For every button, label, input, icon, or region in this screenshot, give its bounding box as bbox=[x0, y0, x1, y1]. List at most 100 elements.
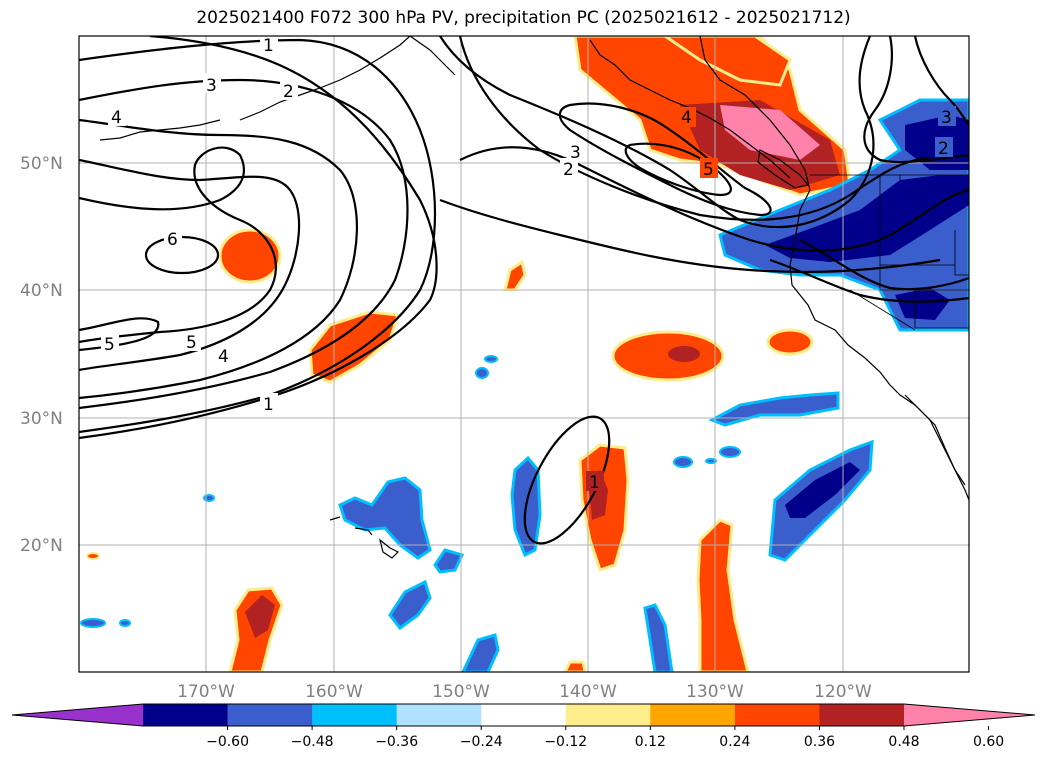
colorbar-tick-label: −0.36 bbox=[375, 734, 418, 750]
precip-strong-negative-area bbox=[765, 175, 969, 262]
alaska-mainland bbox=[409, 36, 456, 76]
pv-contour bbox=[458, 36, 931, 221]
precip-negative-area bbox=[461, 633, 500, 672]
precip-very-strong-area bbox=[720, 105, 820, 160]
colorbar-segment bbox=[481, 704, 567, 726]
pv-contour bbox=[863, 36, 969, 164]
colorbar-segment bbox=[565, 704, 651, 726]
precip-positive-area bbox=[696, 518, 750, 672]
colorbar-tick-label: −0.24 bbox=[460, 734, 503, 750]
pv-contour-label: 3 bbox=[570, 143, 581, 163]
colorbar-segment bbox=[734, 704, 820, 726]
precip-negative-area bbox=[708, 391, 840, 427]
precip-strong-negative-area bbox=[785, 462, 860, 518]
colorbar: −0.60 −0.48 −0.36 −0.24 −0.12 0.12 0.24 0.36 0.4… bbox=[11, 703, 1036, 750]
precip-negative-area bbox=[484, 355, 498, 363]
pv-contour-label: 4 bbox=[218, 347, 229, 367]
pv-contour-label: 5 bbox=[186, 333, 197, 353]
precip-strong-positive-area bbox=[668, 346, 700, 362]
hawaii-islands bbox=[329, 516, 400, 559]
pv-contour bbox=[913, 36, 969, 126]
colorbar-segment bbox=[650, 704, 736, 726]
lon-label: 150°W bbox=[432, 682, 490, 702]
lat-label: 40°N bbox=[20, 281, 63, 301]
precip-negative-area bbox=[388, 579, 432, 631]
pv-contour-label: 4 bbox=[681, 108, 692, 128]
colorbar-segment bbox=[227, 704, 313, 726]
pv-contour-label: 6 bbox=[167, 230, 178, 250]
colorbar-tick-label: −0.12 bbox=[544, 734, 587, 750]
pv-contour bbox=[523, 415, 611, 545]
pv-contour-label: 3 bbox=[206, 76, 217, 96]
colorbar-segment bbox=[396, 704, 482, 726]
precip-positive-area bbox=[766, 328, 814, 356]
lon-label: 130°W bbox=[686, 682, 744, 702]
pv-contour-label: 2 bbox=[938, 139, 949, 159]
colorbar-tick-label: −0.48 bbox=[291, 734, 334, 750]
colorbar-extend-low bbox=[12, 704, 143, 726]
colorbar-tick-label: 0.48 bbox=[888, 734, 919, 750]
colorbar-tick-label: −0.60 bbox=[206, 734, 249, 750]
colorbar-outline bbox=[11, 703, 1036, 727]
pv-contour bbox=[624, 142, 732, 197]
precip-negative-area bbox=[705, 458, 717, 464]
pv-contour bbox=[459, 146, 969, 252]
precip-negative-area bbox=[475, 367, 489, 379]
pv-contour bbox=[558, 102, 772, 217]
alaska-panhandle-islands bbox=[589, 39, 791, 179]
precip-positive-area bbox=[308, 310, 400, 384]
precip-positive-area bbox=[563, 660, 587, 672]
state-borders bbox=[810, 174, 969, 331]
precip-negative-area bbox=[80, 618, 106, 628]
baja-california-coastline bbox=[904, 394, 966, 486]
precip-strong-negative-area bbox=[895, 288, 950, 320]
graticule bbox=[79, 36, 969, 672]
precip-negative-area bbox=[673, 456, 693, 468]
map-border bbox=[78, 35, 970, 673]
map-title: 2025021400 F072 300 hPa PV, precipitatio… bbox=[196, 8, 851, 28]
precip-positive-area bbox=[218, 228, 282, 284]
pv-contour bbox=[799, 239, 969, 291]
pv-contours bbox=[79, 36, 969, 545]
colorbar-extend-high bbox=[904, 704, 1035, 726]
pv-contour-label: 3 bbox=[941, 108, 952, 128]
lon-label: 140°W bbox=[559, 682, 617, 702]
vancouver-island bbox=[757, 149, 810, 189]
lat-label: 20°N bbox=[20, 536, 63, 556]
pv-contour-label: 5 bbox=[104, 335, 115, 355]
lon-label: 160°W bbox=[305, 682, 363, 702]
pv-contour bbox=[769, 258, 969, 303]
colorbar-tick-label: 0.36 bbox=[804, 734, 835, 750]
pv-contour bbox=[79, 158, 301, 372]
precip-negative-area bbox=[433, 548, 465, 574]
precip-positive-area bbox=[86, 552, 100, 560]
precip-negative-area bbox=[119, 619, 131, 627]
lon-label: 120°W bbox=[814, 682, 872, 702]
precip-strong-positive-area bbox=[245, 595, 275, 638]
colorbar-segment bbox=[312, 704, 398, 726]
pv-contour-label: 5 bbox=[703, 160, 714, 180]
pv-contour-label: 4 bbox=[111, 108, 122, 128]
lat-label: 30°N bbox=[20, 409, 63, 429]
colorbar-segment bbox=[819, 704, 905, 726]
pv-contour-label: 1 bbox=[263, 395, 274, 415]
colorbar-tick-label: 0.60 bbox=[973, 734, 1004, 750]
pv-contour-label: 1 bbox=[589, 473, 600, 493]
lon-label: 170°W bbox=[177, 682, 235, 702]
precip-positive-area bbox=[611, 330, 725, 382]
pv-contour bbox=[79, 36, 438, 440]
precip-positive-area bbox=[662, 36, 792, 87]
colorbar-tick-label: 0.12 bbox=[635, 734, 666, 750]
map-plot-area bbox=[79, 36, 969, 672]
pv-contour-labels: 1 3 2 4 6 5 5 4 1 3 2 4 5 3 bbox=[101, 36, 956, 493]
alaska-coastline bbox=[239, 36, 411, 121]
pv-contour bbox=[79, 146, 277, 344]
colorbar-segment bbox=[143, 704, 229, 726]
colorbar-tick-label: 0.24 bbox=[719, 734, 750, 750]
pv-contour-label: 2 bbox=[283, 82, 294, 102]
precip-negative-area bbox=[643, 603, 674, 672]
pv-contour bbox=[79, 118, 358, 400]
pv-contour bbox=[79, 78, 409, 410]
precip-negative-area bbox=[719, 446, 741, 458]
